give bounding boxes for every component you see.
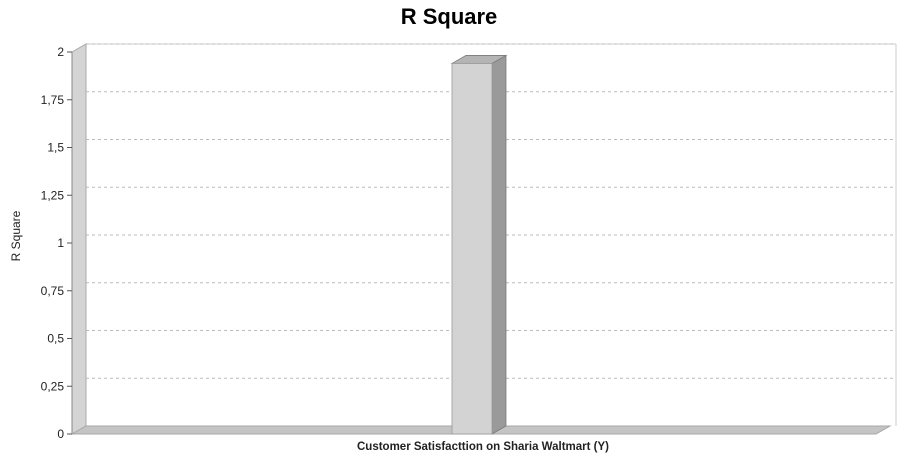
x-category-label: Customer Satisfacttion on Sharia Waltmar… — [357, 441, 609, 453]
y-tick-label: 1,5 — [47, 141, 64, 155]
y-tick-label: 0,25 — [41, 379, 65, 393]
y-tick-label: 1,75 — [41, 93, 65, 107]
y-tick-label: 1 — [57, 236, 64, 250]
bar — [451, 63, 493, 435]
bar-side — [491, 54, 507, 435]
chart-title: R Square — [400, 4, 498, 29]
y-tick-label: 0,75 — [41, 284, 65, 298]
y-tick-label: 2 — [57, 45, 64, 59]
left-wall — [71, 43, 87, 435]
y-tick-label: 1,25 — [41, 188, 65, 202]
y-tick-label: 0,5 — [47, 332, 64, 346]
y-axis-label: R Square — [9, 210, 23, 261]
y-tick-label: 0 — [57, 427, 64, 441]
